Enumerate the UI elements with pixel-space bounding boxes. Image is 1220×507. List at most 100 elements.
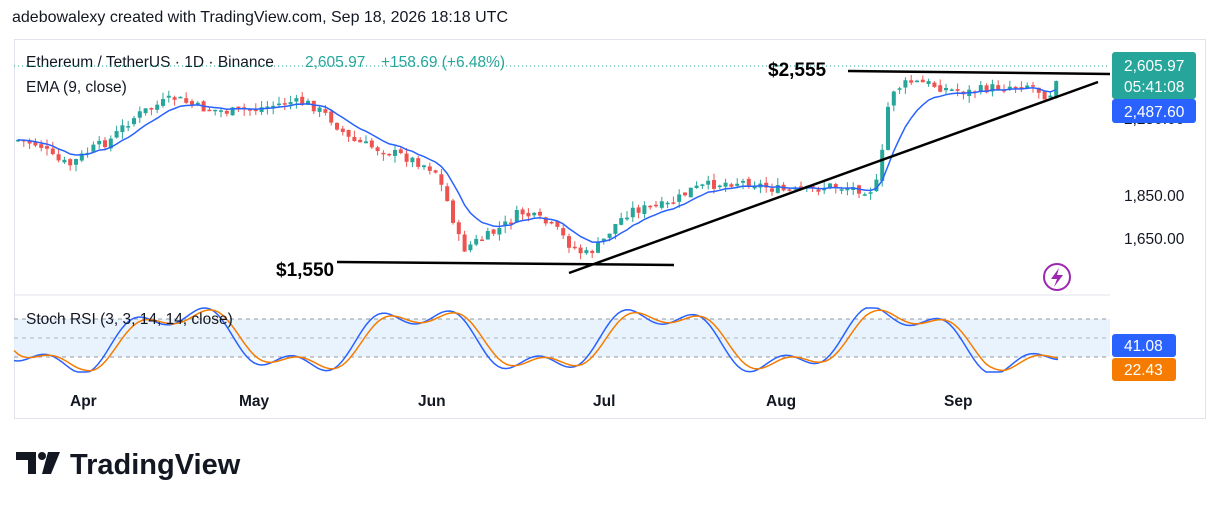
candle-body — [166, 95, 171, 98]
ema-label: EMA (9, close) — [26, 79, 127, 96]
candle-body — [654, 204, 658, 207]
lightning-icon[interactable] — [1043, 263, 1071, 291]
candle-body — [578, 247, 583, 254]
candle-body — [741, 180, 745, 183]
candle-body — [16, 139, 20, 142]
candle-body — [50, 148, 55, 155]
price-tick-1850: 1,850.00 — [1124, 188, 1185, 205]
candle-body — [126, 126, 131, 128]
candle-body — [224, 110, 229, 114]
candle-body — [561, 228, 566, 236]
candle-body — [230, 107, 235, 116]
candle-body — [543, 217, 548, 224]
candle-body — [723, 182, 728, 187]
stoch-k-badge — [1112, 334, 1176, 357]
candle-body — [155, 104, 160, 110]
candle-body — [248, 109, 252, 111]
candle-body — [514, 209, 519, 223]
candle-body — [143, 108, 148, 114]
candle-body — [369, 140, 374, 148]
x-label-jul: Jul — [593, 393, 615, 410]
candle-body — [509, 222, 513, 225]
candle-body — [132, 118, 136, 125]
candle-body — [920, 79, 925, 83]
candle-body — [862, 194, 867, 196]
candle-body — [932, 82, 937, 87]
ascending-trendline[interactable] — [568, 80, 1099, 275]
candle-body — [375, 147, 380, 152]
candle-body — [439, 174, 444, 185]
candle-body — [253, 109, 258, 112]
x-label-sep: Sep — [944, 393, 972, 410]
candle-body — [891, 91, 896, 106]
candle-body — [27, 140, 32, 144]
candle-body — [91, 144, 96, 152]
candle-body — [398, 149, 403, 154]
candle-body — [1025, 85, 1030, 89]
candle-body — [572, 246, 577, 249]
candle-body — [271, 105, 276, 109]
candle-body — [833, 184, 838, 188]
candle-body — [770, 188, 774, 192]
candle-body — [114, 131, 119, 138]
candle-body — [317, 107, 322, 112]
candle-body — [335, 122, 339, 130]
stoch-d-value: 22.43 — [1124, 362, 1163, 379]
candle-body — [468, 244, 473, 251]
candle-body — [445, 186, 450, 202]
candle-body — [752, 186, 757, 189]
ema-line — [17, 87, 1057, 243]
candle-body — [1019, 87, 1024, 90]
candle-body — [874, 179, 879, 192]
candle-body — [677, 194, 682, 202]
candle-body — [358, 139, 363, 143]
candle-body — [549, 221, 554, 224]
candle-body — [944, 87, 948, 91]
resistance-label: $2,555 — [768, 60, 827, 81]
price-tick-1650: 1,650.00 — [1124, 231, 1185, 248]
candle-body — [810, 186, 815, 188]
candle-body — [108, 138, 113, 149]
candle-body — [74, 159, 78, 165]
candle-body — [503, 221, 508, 227]
resistance-line[interactable] — [847, 69, 1111, 76]
candle-body — [474, 238, 479, 245]
header-price: 2,605.97 — [305, 54, 365, 71]
candle-body — [683, 192, 687, 196]
candle-body — [555, 221, 560, 227]
candle-body — [845, 188, 850, 191]
candle-body — [433, 170, 438, 173]
candle-body — [1007, 86, 1012, 89]
support-line[interactable] — [336, 260, 675, 267]
candle-body — [700, 184, 705, 186]
candle-body — [880, 149, 885, 181]
candle-body — [352, 136, 357, 141]
candle-body — [120, 125, 125, 133]
candle-body — [1036, 87, 1041, 93]
candle-body — [659, 201, 664, 208]
chart-frame[interactable] — [14, 39, 1206, 419]
candle-body — [161, 99, 165, 106]
x-label-aug: Aug — [766, 393, 796, 410]
candle-body — [184, 98, 189, 103]
candle-body — [491, 229, 496, 234]
candle-body — [909, 80, 914, 83]
ema-value-badge — [1112, 99, 1196, 123]
stoch-label: Stoch RSI (3, 3, 14, 14, close) — [26, 311, 233, 328]
candle-body — [1031, 85, 1035, 87]
countdown-value: 05:41:08 — [1124, 79, 1184, 96]
candle-body — [712, 179, 716, 189]
candle-body — [259, 107, 264, 113]
candle-body — [190, 101, 194, 105]
candle-body — [717, 185, 722, 188]
tradingview-logo-text: TradingView — [70, 449, 241, 481]
candle-body — [903, 80, 908, 88]
candle-body — [404, 153, 409, 162]
candle-body — [1013, 86, 1018, 89]
candle-body — [648, 205, 653, 208]
candle-body — [381, 152, 386, 155]
candle-body — [990, 84, 995, 92]
candle-body — [213, 109, 218, 112]
candle-body — [340, 128, 345, 132]
